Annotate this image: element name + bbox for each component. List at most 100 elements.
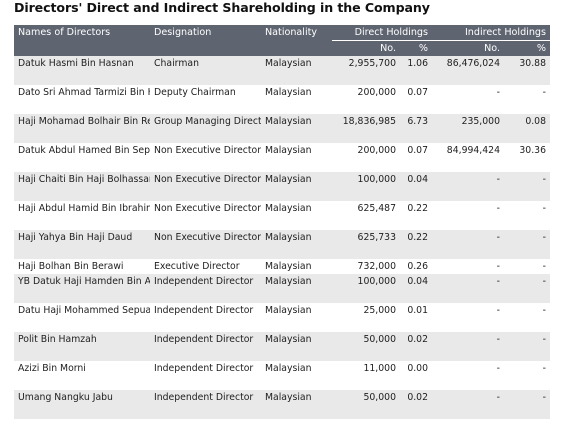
col-header-indirect-holdings: Indirect Holdings — [432, 25, 551, 41]
designation-cell: Independent Director — [150, 332, 261, 361]
col-header-nationality: Nationality — [261, 25, 332, 41]
subheader-indirect-pct: % — [504, 40, 551, 56]
indirect-holdings-no-cell: 235,000 — [432, 114, 505, 143]
indirect-holdings-pct-cell: - — [504, 361, 551, 390]
direct-holdings-pct-cell: 0.02 — [400, 390, 433, 419]
page-title: Directors' Direct and Indirect Sharehold… — [14, 0, 430, 15]
shareholding-table: Names of Directors Designation Nationali… — [14, 25, 551, 419]
table-row: Datuk Abdul Hamed Bin SepawiNon Executiv… — [14, 143, 551, 172]
indirect-holdings-pct-cell: - — [504, 303, 551, 332]
designation-cell: Independent Director — [150, 274, 261, 303]
direct-holdings-pct-cell: 6.73 — [400, 114, 433, 143]
director-name-cell: YB Datuk Haji Hamden Bin Ahmad — [14, 274, 150, 303]
direct-holdings-no-cell: 100,000 — [332, 172, 400, 201]
designation-cell: Non Executive Director — [150, 201, 261, 230]
indirect-holdings-no-cell: - — [432, 332, 505, 361]
indirect-holdings-pct-cell: 30.36 — [504, 143, 551, 172]
director-name-cell: Datu Haji Mohammed Sepuan Bin Anu — [14, 303, 150, 332]
table-row: Datu Haji Mohammed Sepuan Bin AnuIndepen… — [14, 303, 551, 332]
direct-holdings-no-cell: 50,000 — [332, 332, 400, 361]
indirect-holdings-pct-cell: - — [504, 259, 551, 274]
table-body: Datuk Hasmi Bin Hasnan Chairman Malaysian 2… — [14, 56, 551, 419]
director-name-cell: Haji Bolhan Bin Berawi — [14, 259, 150, 274]
designation-cell: Deputy Chairman — [150, 85, 261, 114]
indirect-holdings-pct-cell: - — [504, 332, 551, 361]
director-name-cell: Datuk Hasmi Bin Hasnan — [14, 56, 150, 85]
direct-holdings-no-cell: 2,955,700 — [332, 56, 400, 85]
director-name-cell: Umang Nangku Jabu — [14, 390, 150, 419]
nationality-cell: Malaysian — [261, 143, 332, 172]
director-name-cell: Azizi Bin Morni — [14, 361, 150, 390]
direct-holdings-no-cell: 100,000 — [332, 274, 400, 303]
table-row: Haji Yahya Bin Haji Daud Non Executive Di… — [14, 230, 551, 259]
direct-holdings-pct-cell: 1.06 — [400, 56, 433, 85]
subheader-direct-pct: % — [400, 40, 433, 56]
indirect-holdings-no-cell: - — [432, 274, 505, 303]
nationality-cell: Malaysian — [261, 332, 332, 361]
direct-holdings-no-cell: 18,836,985 — [332, 114, 400, 143]
designation-cell: Chairman — [150, 56, 261, 85]
nationality-cell: Malaysian — [261, 172, 332, 201]
designation-cell: Non Executive Director — [150, 172, 261, 201]
col-header-direct-holdings: Direct Holdings — [332, 25, 433, 41]
subheader-indirect-no: No. — [432, 40, 505, 56]
direct-holdings-no-cell: 50,000 — [332, 390, 400, 419]
indirect-holdings-pct-cell: - — [504, 172, 551, 201]
direct-holdings-pct-cell: 0.07 — [400, 85, 433, 114]
table-row: Haji Mohamad Bolhair Bin ReduanGroup Man… — [14, 114, 551, 143]
nationality-cell: Malaysian — [261, 390, 332, 419]
director-name-cell: Datuk Abdul Hamed Bin Sepawi — [14, 143, 150, 172]
direct-holdings-no-cell: 625,487 — [332, 201, 400, 230]
subheader-blank — [14, 40, 332, 56]
col-header-designation: Designation — [150, 25, 261, 41]
direct-holdings-no-cell: 25,000 — [332, 303, 400, 332]
designation-cell: Group Managing Director — [150, 114, 261, 143]
indirect-holdings-pct-cell: - — [504, 201, 551, 230]
direct-holdings-pct-cell: 0.01 — [400, 303, 433, 332]
nationality-cell: Malaysian — [261, 85, 332, 114]
nationality-cell: Malaysian — [261, 274, 332, 303]
nationality-cell: Malaysian — [261, 114, 332, 143]
nationality-cell: Malaysian — [261, 56, 332, 85]
direct-holdings-no-cell: 11,000 — [332, 361, 400, 390]
indirect-holdings-pct-cell: - — [504, 85, 551, 114]
designation-cell: Independent Director — [150, 390, 261, 419]
direct-holdings-no-cell: 625,733 — [332, 230, 400, 259]
nationality-cell: Malaysian — [261, 361, 332, 390]
director-name-cell: Haji Abdul Hamid Bin Ibrahim — [14, 201, 150, 230]
indirect-holdings-pct-cell: - — [504, 274, 551, 303]
table-row: Dato Sri Ahmad Tarmizi Bin Haji Sulaiman… — [14, 85, 551, 114]
indirect-holdings-no-cell: - — [432, 259, 505, 274]
table-row: Polit Bin Hamzah Independent Director Mala… — [14, 332, 551, 361]
designation-cell: Non Executive Director — [150, 230, 261, 259]
indirect-holdings-pct-cell: - — [504, 390, 551, 419]
indirect-holdings-no-cell: - — [432, 85, 505, 114]
table-row: Datuk Hasmi Bin Hasnan Chairman Malaysian 2… — [14, 56, 551, 85]
direct-holdings-no-cell: 200,000 — [332, 85, 400, 114]
designation-cell: Non Executive Director — [150, 143, 261, 172]
director-name-cell: Haji Chaiti Bin Haji Bolhassan — [14, 172, 150, 201]
director-name-cell: Dato Sri Ahmad Tarmizi Bin Haji Sulaiman — [14, 85, 150, 114]
nationality-cell: Malaysian — [261, 303, 332, 332]
table-row: YB Datuk Haji Hamden Bin AhmadIndependen… — [14, 274, 551, 303]
direct-holdings-no-cell: 200,000 — [332, 143, 400, 172]
indirect-holdings-no-cell: - — [432, 201, 505, 230]
col-header-name: Names of Directors — [14, 25, 150, 41]
indirect-holdings-pct-cell: 0.08 — [504, 114, 551, 143]
table-row: Haji Abdul Hamid Bin Ibrahim Non Executiv… — [14, 201, 551, 230]
director-name-cell: Haji Yahya Bin Haji Daud — [14, 230, 150, 259]
nationality-cell: Malaysian — [261, 230, 332, 259]
table-row: Azizi Bin Morni Independent Director Malay… — [14, 361, 551, 390]
indirect-holdings-pct-cell: - — [504, 230, 551, 259]
table-row: Haji Bolhan Bin Berawi Executive Director… — [14, 259, 551, 274]
indirect-holdings-no-cell: 86,476,024 — [432, 56, 505, 85]
indirect-holdings-no-cell: - — [432, 361, 505, 390]
subheader-row: No. % No. % — [14, 40, 551, 56]
nationality-cell: Malaysian — [261, 201, 332, 230]
indirect-holdings-no-cell: - — [432, 230, 505, 259]
direct-holdings-no-cell: 732,000 — [332, 259, 400, 274]
direct-holdings-pct-cell: 0.04 — [400, 172, 433, 201]
direct-holdings-pct-cell: 0.22 — [400, 230, 433, 259]
direct-holdings-pct-cell: 0.26 — [400, 259, 433, 274]
header-row: Names of Directors Designation Nationali… — [14, 25, 551, 41]
